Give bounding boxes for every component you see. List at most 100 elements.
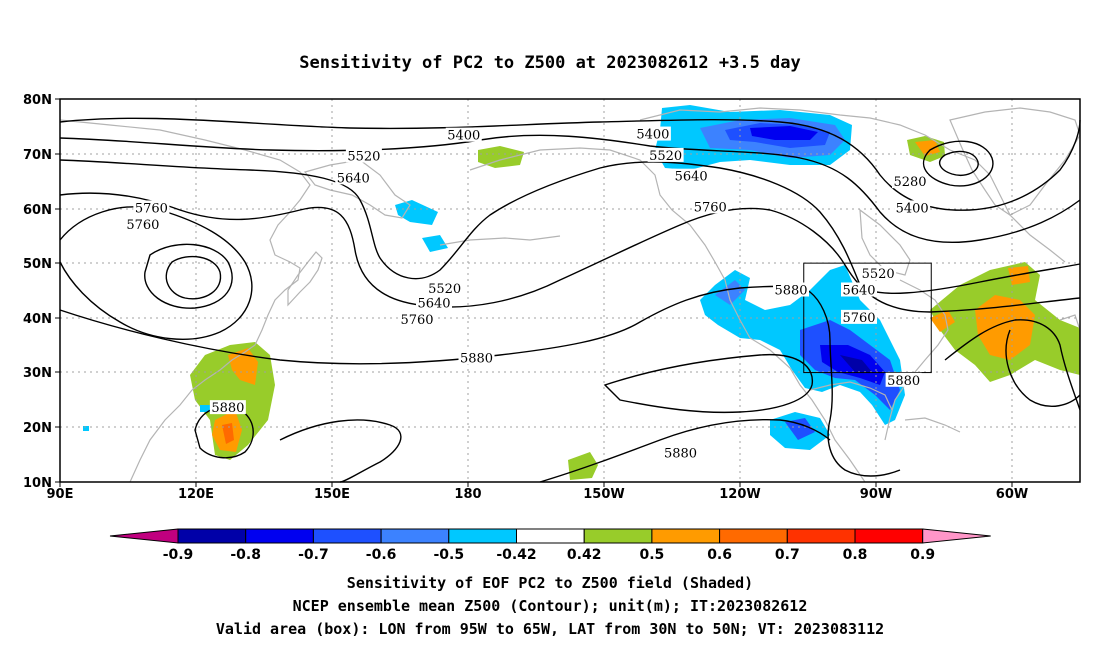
contour-label: 5760	[126, 218, 159, 233]
lat-label-20: 20N	[23, 421, 52, 436]
lon-label-90e: 90E	[47, 487, 74, 502]
contour-label: 5880	[211, 401, 244, 416]
shade-positive-atlantic-orange	[975, 295, 1035, 360]
lon-label-180: 180	[454, 487, 481, 502]
shade-positive-pacific-south	[568, 452, 598, 480]
gridlines	[60, 99, 1080, 482]
contour-5280-greenland	[923, 140, 994, 187]
contour-label: 5880	[664, 447, 697, 462]
shade-negative-small-1	[200, 405, 210, 412]
colorbar-label: -0.9	[163, 547, 194, 563]
lat-label-70: 70N	[23, 148, 52, 163]
coast-greenland	[949, 107, 1081, 216]
colorbar-label: 0.8	[843, 547, 868, 563]
shade-negative-na-mid	[715, 280, 745, 305]
contour-label-bg	[892, 174, 928, 189]
contour-label-bg	[458, 350, 495, 365]
contour-label-bg	[634, 126, 671, 141]
shade-negative-arctic-deep	[750, 126, 818, 140]
lon-label-90w: 90W	[860, 487, 892, 502]
colorbar-label: 0.5	[639, 547, 664, 563]
shade-positive-bering	[478, 146, 524, 168]
contour-label-bg	[345, 148, 382, 163]
shade-negative-kamchatka	[395, 200, 438, 225]
longitude-axis: 90E 120E 150E 180 150W 120W 90W 60W	[47, 482, 1028, 502]
contour-label: 5400	[636, 128, 669, 143]
lat-label-40: 40N	[23, 312, 52, 327]
colorbar-label: 0.6	[707, 547, 732, 563]
coast-hudson	[859, 208, 911, 276]
lon-label-150w: 150W	[583, 487, 624, 502]
contour-label: 5760	[135, 201, 168, 216]
contour-label: 5880	[774, 284, 807, 299]
colorbar-box	[312, 528, 382, 544]
latitude-axis: 80N 70N 60N 50N 40N 30N 20N 10N	[23, 93, 60, 491]
shade-positive-greenland-orange	[915, 140, 940, 156]
contour-label-bg	[133, 200, 170, 215]
lon-label-60w: 60W	[996, 487, 1028, 502]
lat-label-60: 60N	[23, 203, 52, 218]
contour-label-bg	[399, 312, 435, 327]
contour-label-bg	[885, 372, 922, 387]
lat-label-80: 80N	[23, 93, 52, 108]
contour-label: 5880	[460, 351, 493, 366]
contour-label-bg	[416, 295, 452, 310]
contour-label-bg	[426, 280, 463, 295]
z500-contours	[59, 117, 1081, 483]
contour-label: 5280	[893, 175, 926, 190]
contour-label: 5760	[842, 311, 875, 326]
contour-label-bg	[445, 127, 482, 142]
contour-label: 5640	[417, 297, 450, 312]
colorbar-box	[651, 528, 721, 544]
colorbar-label: 0.7	[775, 547, 800, 563]
colorbar: -0.9 -0.8 -0.7 -0.6 -0.5 -0.42 0.42 0.5 0.6 0.7 0.…	[109, 528, 991, 563]
colorbar-box	[448, 528, 517, 544]
colorbar-box	[786, 528, 856, 544]
contour-label: 5400	[447, 129, 480, 144]
shade-positive-taiwan-dark	[222, 423, 234, 444]
contour-label-bg	[209, 400, 246, 415]
contour-5880-low-inner	[165, 255, 222, 300]
contour-label-bg	[647, 147, 684, 162]
contour-5880-south	[603, 353, 814, 414]
contour-label: 5520	[428, 282, 461, 297]
contour-label: 5640	[842, 284, 875, 299]
contour-label-bg	[662, 445, 699, 460]
contour-label-bg	[692, 199, 729, 214]
contour-5520-a	[59, 134, 1081, 244]
contour-label: 5640	[337, 171, 370, 186]
map-title: Sensitivity of PC2 to Z500 at 2023082612…	[299, 53, 801, 73]
contour-label-bg	[860, 266, 897, 281]
colorbar-labels: -0.9 -0.8 -0.7 -0.6 -0.5 -0.42 0.42 0.5 0.6 0.7 0.…	[163, 547, 935, 563]
shade-negative-kamchatka-2	[422, 235, 448, 252]
colorbar-box	[380, 528, 450, 544]
contour-5880-wpac-2	[279, 419, 402, 483]
colorbar-label: -0.5	[433, 547, 464, 563]
lon-label-150e: 150E	[314, 487, 350, 502]
contour-label-bg	[124, 216, 161, 231]
contour-5820-low-inner	[144, 243, 233, 309]
contour-label-bg	[773, 282, 809, 297]
shade-positive-atlantic-orange-3	[1008, 266, 1030, 285]
contour-label: 5640	[675, 170, 708, 185]
lat-label-30: 30N	[23, 366, 52, 381]
contour-label-bg	[841, 309, 877, 324]
coast-europe	[1059, 314, 1081, 331]
shade-negative-mexico-core	[785, 418, 815, 440]
colorbar-label: 0.42	[567, 547, 602, 563]
colorbar-label: -0.42	[496, 547, 536, 563]
contour-label: 5760	[400, 313, 433, 328]
contour-label-bg	[841, 282, 877, 297]
contour-5880-main	[59, 285, 901, 477]
contour-5400-a	[59, 117, 1081, 211]
colorbar-boxes	[109, 528, 991, 544]
footer-line-2: NCEP ensemble mean Z500 (Contour); unit(…	[293, 597, 808, 615]
lon-label-120w: 120W	[719, 487, 760, 502]
contour-5280-inner	[938, 150, 979, 176]
colorbar-label: -0.6	[366, 547, 397, 563]
colorbar-right-triangle	[922, 528, 991, 544]
footer-line-1: Sensitivity of EOF PC2 to Z500 field (Sh…	[347, 574, 753, 592]
map-border	[59, 98, 1081, 483]
